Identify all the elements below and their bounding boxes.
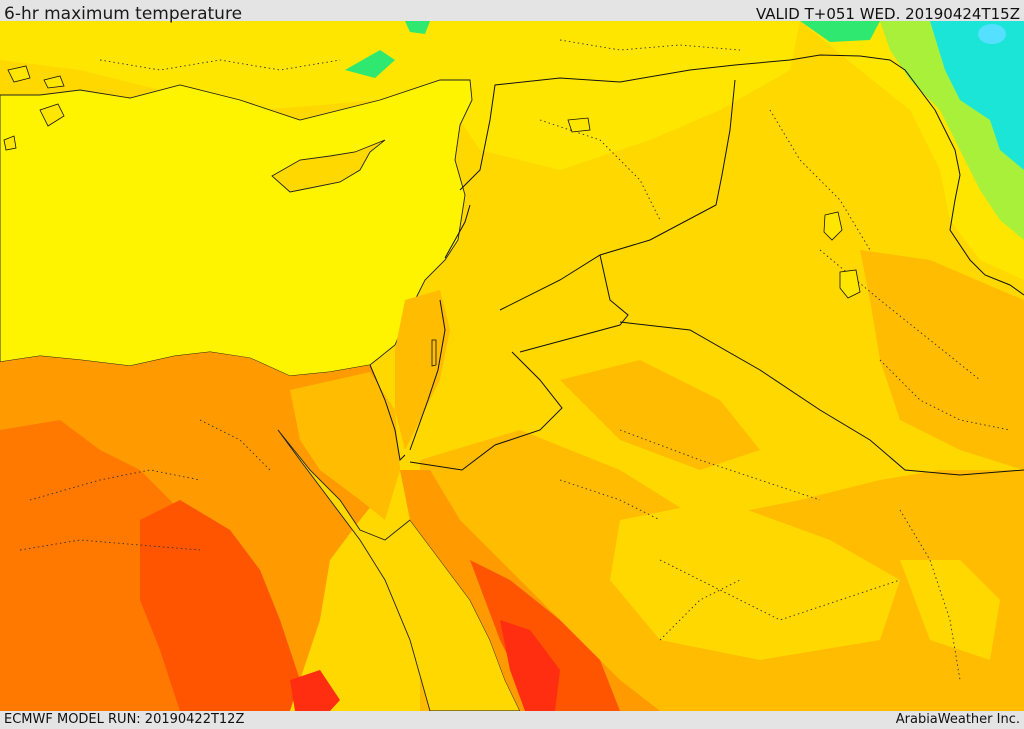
brand-label: ArabiaWeather Inc. <box>895 712 1020 727</box>
border-egypt-israel <box>369 364 406 462</box>
province-line-11 <box>99 59 341 71</box>
border-iraq-jordan <box>519 254 629 353</box>
lake-assad <box>567 117 591 133</box>
temperature-zone-redorange-hejaz <box>470 560 620 711</box>
temperature-zone-orange-hejaz <box>400 470 660 711</box>
border-jordan-saudi <box>409 351 563 471</box>
province-line-13 <box>659 579 741 641</box>
province-line-1 <box>539 119 661 221</box>
lake-tharthar <box>823 211 843 241</box>
province-line-9 <box>199 419 271 471</box>
aegean-islands <box>3 65 65 151</box>
border-turkey-syria <box>459 59 791 191</box>
map-title: 6-hr maximum temperature <box>4 4 243 24</box>
temperature-zone-redorange-nile <box>140 500 300 711</box>
dead-sea <box>431 339 437 367</box>
cyprus-island <box>271 139 386 193</box>
temperature-zone-amber-iraq <box>860 250 1024 470</box>
border-syria-iraq <box>499 79 736 311</box>
temperature-zone-cyan-zagros <box>930 21 1024 170</box>
temperature-zone-red-upper-egypt <box>290 670 340 711</box>
temperature-map-canvas <box>0 21 1024 711</box>
border-lebanon-syria <box>444 204 471 259</box>
border-jordan-israel <box>409 299 446 451</box>
temperature-zone-green-taurus <box>405 21 430 34</box>
temperature-zone-green-anatolia <box>345 50 395 78</box>
temperature-zone-gold-east <box>900 560 1000 660</box>
model-run-label: ECMWF MODEL RUN: 20190422T12Z <box>4 712 245 727</box>
map-header: 6-hr maximum temperature VALID T+051 WED… <box>0 0 1024 24</box>
temperature-zone-green-caucasus <box>800 21 880 42</box>
temperature-zone-cyan-peak <box>978 24 1006 44</box>
temperature-zone-orange-sinai <box>290 372 400 520</box>
province-line-12 <box>559 39 741 51</box>
country-borders <box>369 54 1024 476</box>
lake-razazza <box>839 269 861 299</box>
province-line-7 <box>29 469 201 501</box>
border-iraq-iran <box>789 54 1024 296</box>
province-line-4 <box>619 429 821 501</box>
province-line-2 <box>769 109 871 251</box>
border-iraq-saudi <box>619 321 1024 476</box>
province-line-6 <box>559 479 661 521</box>
valid-time-label: VALID T+051 WED. 20190424T15Z <box>755 5 1020 23</box>
temperature-map[interactable] <box>0 21 1024 711</box>
temperature-zone-amber-nejd <box>560 360 760 470</box>
province-line-8 <box>19 539 201 551</box>
province-borders <box>19 39 1011 681</box>
map-footer: ECMWF MODEL RUN: 20190422T12Z ArabiaWeat… <box>0 711 1024 729</box>
temperature-zone-amber-levant <box>395 290 450 450</box>
province-line-10 <box>879 359 1011 431</box>
temperature-zone-gold-nafud <box>610 500 900 660</box>
temperature-zone-red-hejaz <box>500 620 560 711</box>
